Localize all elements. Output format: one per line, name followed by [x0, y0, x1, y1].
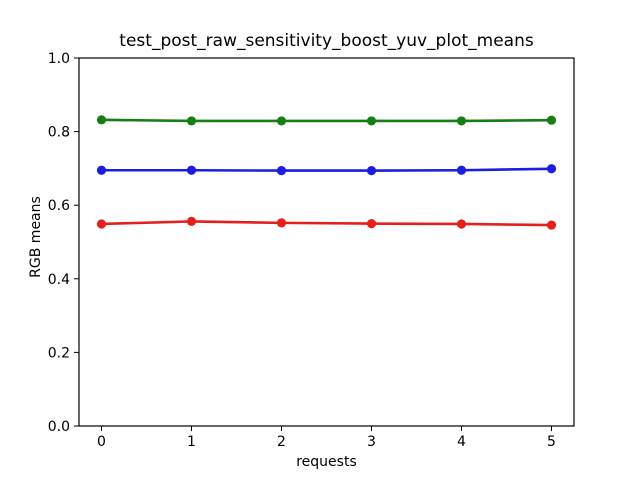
series-line-blue-mean	[100, 167, 553, 172]
y-tick-label: 0.6	[48, 198, 70, 214]
series-line-red-mean	[100, 220, 553, 227]
series-marker-red-mean	[276, 218, 287, 228]
series-marker-blue-mean	[276, 166, 287, 176]
x-tick-label: 3	[367, 434, 376, 450]
y-tick-label: 0.2	[48, 345, 70, 361]
series-marker-green-mean	[96, 115, 107, 125]
y-tick-label: 0.4	[48, 272, 70, 288]
series-marker-blue-mean	[96, 165, 107, 175]
series-marker-red-mean	[456, 219, 467, 229]
x-tick-label: 4	[457, 434, 466, 450]
series-marker-blue-mean	[546, 164, 557, 174]
series-marker-blue-mean	[366, 166, 377, 176]
y-tick-label: 0.8	[48, 125, 70, 141]
series-marker-green-mean	[276, 116, 287, 126]
series-marker-blue-mean	[186, 165, 197, 175]
series-marker-green-mean	[456, 116, 467, 126]
series-marker-blue-mean	[456, 165, 467, 175]
x-tick-label: 2	[277, 434, 286, 450]
x-tick-label: 1	[187, 434, 196, 450]
series-marker-red-mean	[186, 216, 197, 226]
y-tick-label: 0.0	[48, 419, 70, 435]
series-marker-red-mean	[96, 219, 107, 229]
x-tick-label: 5	[547, 434, 556, 450]
x-axis-label: requests	[296, 454, 357, 470]
y-tick-label: 1.0	[48, 51, 70, 67]
chart-title: test_post_raw_sensitivity_boost_yuv_plot…	[119, 31, 534, 51]
axes-frame	[78, 57, 575, 427]
series-marker-red-mean	[546, 220, 557, 230]
series-line-green-mean	[100, 118, 553, 123]
x-tick-label: 0	[97, 434, 106, 450]
series-marker-green-mean	[186, 116, 197, 126]
series-marker-red-mean	[366, 219, 377, 229]
series-marker-green-mean	[366, 116, 377, 126]
series-marker-green-mean	[546, 115, 557, 125]
